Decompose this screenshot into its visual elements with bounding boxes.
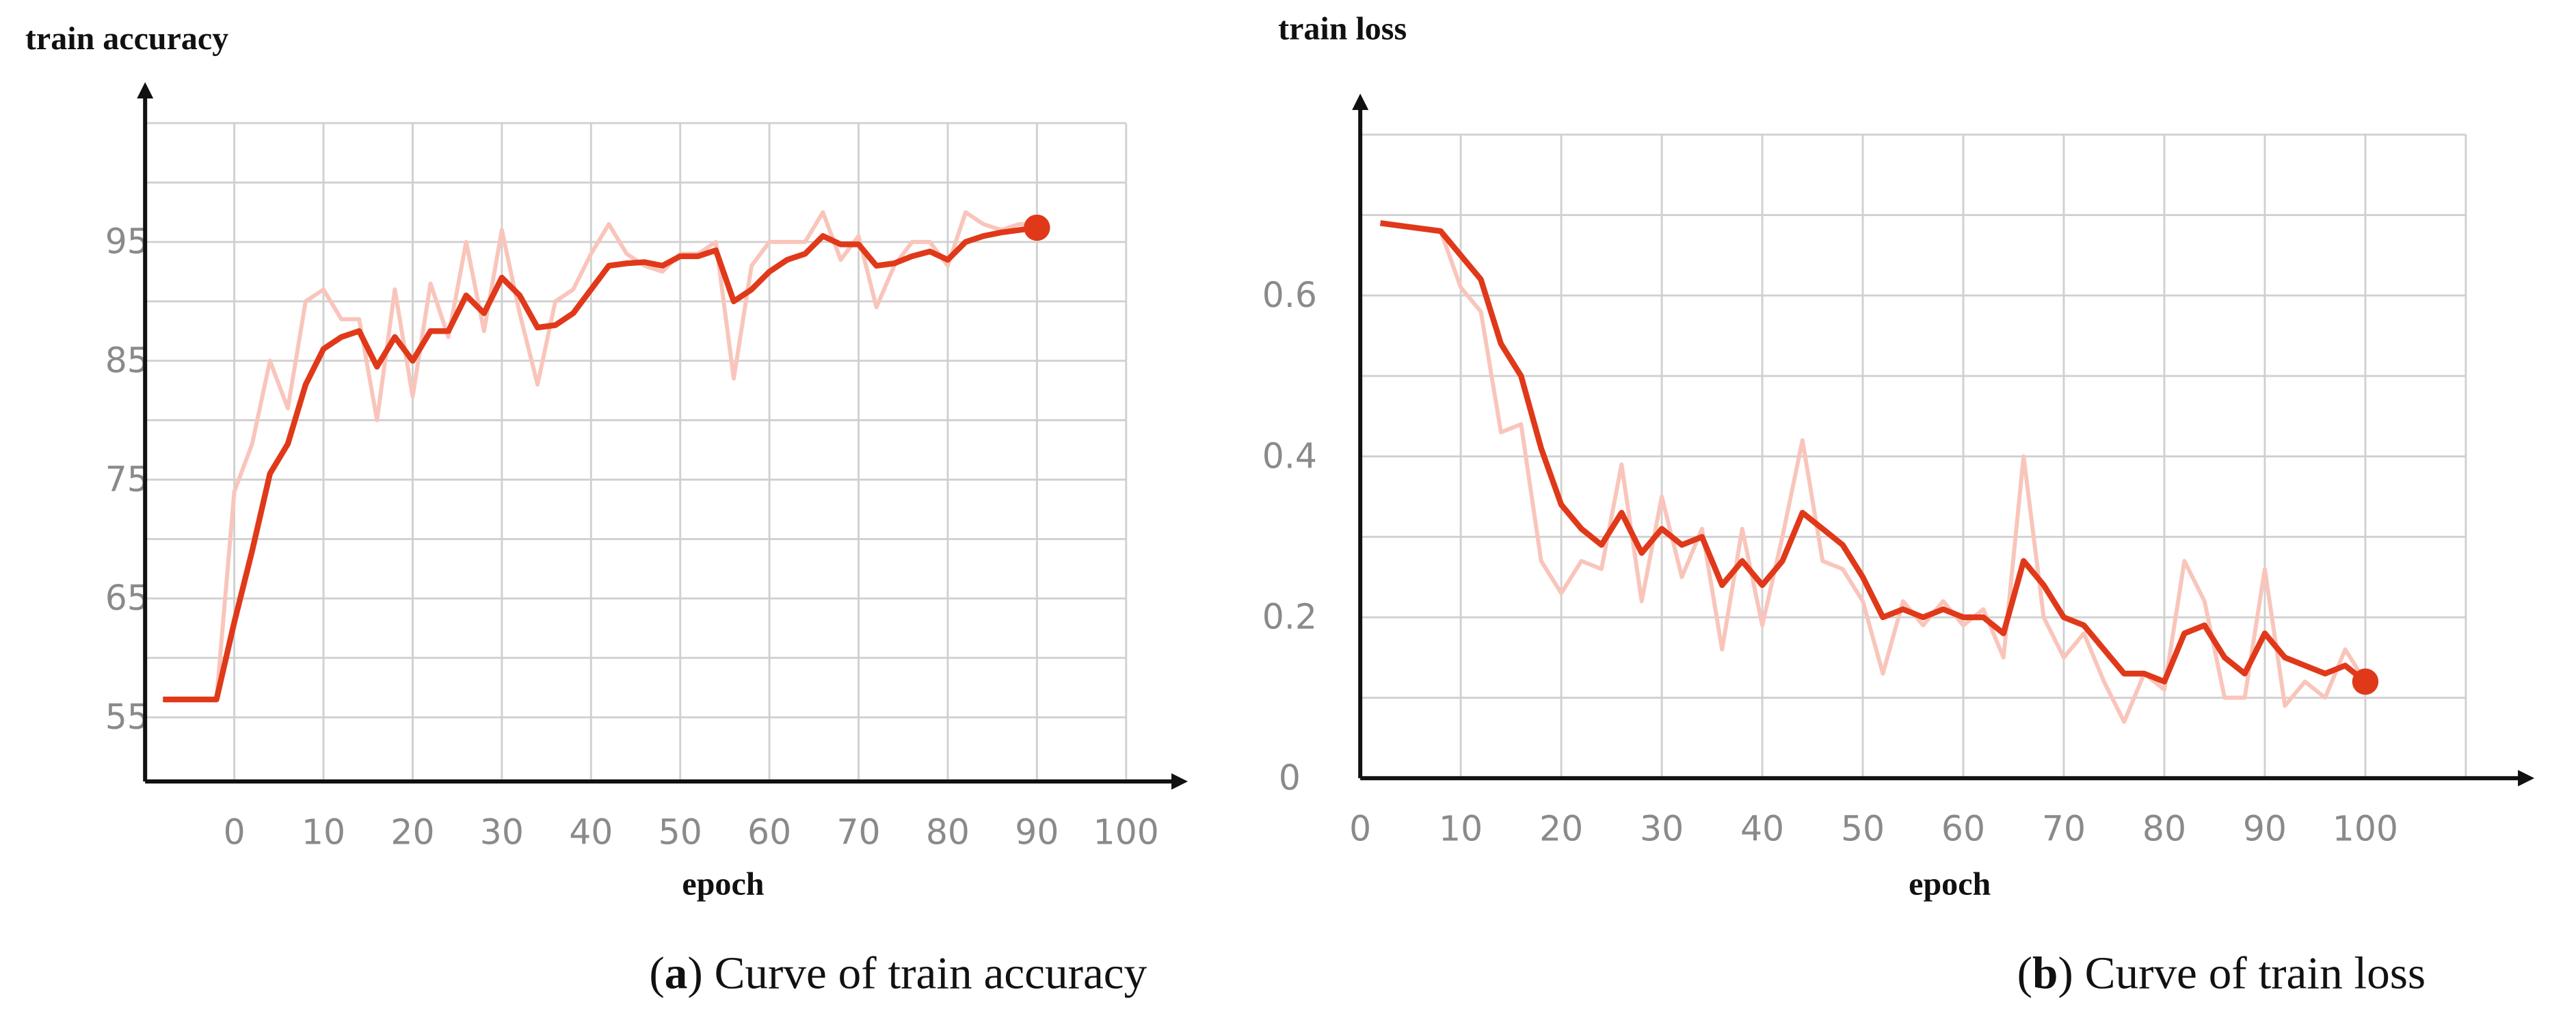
x-tick-label: 100 [1093,812,1159,852]
x-tick-label: 0 [224,812,245,852]
caption-part: ( [649,948,664,999]
end-marker [2352,668,2379,695]
data-line [163,224,1037,703]
data-line [1380,221,2367,724]
end-marker [1024,214,1050,241]
x-tick-label: 70 [836,812,880,852]
x-tick-label: 10 [1439,808,1483,848]
x-tick-label: 50 [659,812,702,852]
caption-part: ( [2017,948,2032,999]
x-axis-title: epoch [682,866,764,902]
chart: 55 65 75 85 95 0 10 20 30 40 50 60 70 80 90 100 train ac… [25,21,1189,999]
y-tick-label: 75 [105,459,149,499]
chart: 0 0.2 0.4 0.6 0 10 20 30 40 50 60 70 80 90 100 train lo… [1262,11,2535,999]
caption-part: ) Curve of train accuracy [687,948,1147,999]
caption-part: b [2032,948,2058,999]
x-tick-label: 70 [2042,808,2086,848]
x-tick-label: 30 [480,812,524,852]
caption-part: a [665,948,688,999]
y-axis-title: train loss [1278,11,1407,47]
x-tick-label: 80 [926,812,970,852]
x-tick-label: 30 [1640,808,1684,848]
data-line [1379,220,2367,685]
x-tick-label: 0 [1349,808,1371,848]
y-tick-label: 0 [1279,758,1301,798]
x-tick-label: 90 [1015,812,1059,852]
y-tick-label: 95 [105,222,149,262]
y-tick-label: 55 [105,697,149,737]
y-tick-label: 0.6 [1262,275,1317,315]
data-line [163,210,1037,702]
x-tick-label: 60 [747,812,791,852]
x-tick-label: 80 [2142,808,2186,848]
y-tick-label: 0.2 [1262,597,1317,637]
x-tick-label: 90 [2243,808,2287,848]
caption-part: ) Curve of train loss [2058,948,2426,999]
x-tick-label: 60 [1941,808,1985,848]
x-tick-label: 40 [569,812,613,852]
x-tick-label: 10 [302,812,345,852]
x-tick-label: 20 [1539,808,1583,848]
caption: (a) Curve of train accuracy [649,948,1147,999]
y-tick-label: 85 [105,340,149,381]
x-tick-label: 100 [2333,808,2398,848]
x-axis-title: epoch [1909,866,1991,902]
x-tick-label: 40 [1740,808,1784,848]
y-tick-label: 65 [105,578,149,618]
x-tick-label: 20 [390,812,434,852]
y-tick-label: 0.4 [1262,436,1317,476]
x-tick-label: 50 [1841,808,1885,848]
caption: (b) Curve of train loss [2017,948,2426,999]
y-axis-title: train accuracy [25,21,228,57]
